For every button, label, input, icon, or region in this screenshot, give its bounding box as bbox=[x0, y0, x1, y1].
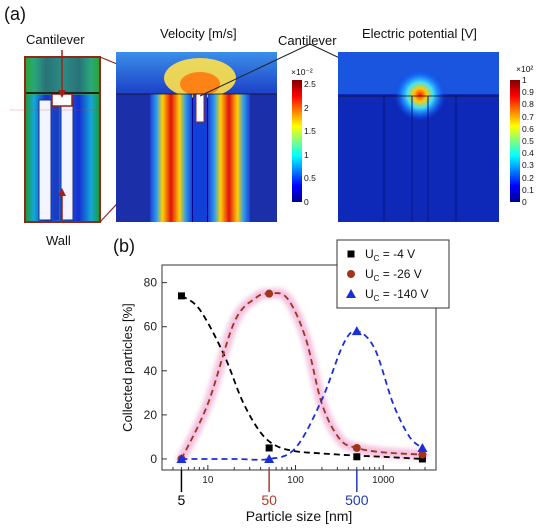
y-tick-label: 20 bbox=[144, 408, 158, 422]
x-tick-label: 100 bbox=[287, 475, 304, 486]
velocity-colorbar-tick: 2.5 bbox=[304, 79, 316, 89]
highlight-size-label: 5 bbox=[178, 492, 186, 508]
x-tick-label: 10 bbox=[202, 475, 214, 486]
velocity-map bbox=[116, 52, 277, 222]
data-point bbox=[418, 450, 427, 459]
velocity-colorbar bbox=[292, 80, 302, 202]
velocity-colorbar-tick: 0.5 bbox=[304, 173, 316, 184]
legend-marker bbox=[346, 289, 356, 298]
data-point bbox=[417, 442, 428, 452]
velocity-colorbar-tick: 1.5 bbox=[304, 126, 316, 137]
potential-colorbar-tick: 0.3 bbox=[522, 160, 534, 171]
cantilever-mid-label: Cantilever bbox=[278, 33, 337, 48]
potential-map bbox=[338, 52, 499, 222]
x-axis-label: Particle size [nm] bbox=[246, 508, 353, 524]
plot-frame bbox=[161, 264, 437, 471]
velocity-colorbar-tick: 1 bbox=[304, 149, 309, 160]
legend-box bbox=[336, 239, 450, 309]
potential-colorbar-tick: 0.2 bbox=[522, 172, 534, 183]
data-point bbox=[265, 444, 273, 452]
velocity-colorbar-tick: 2 bbox=[304, 102, 309, 113]
potential-colorbar-tick: 0.5 bbox=[522, 136, 534, 146]
y-axis-label: Collected particles [%] bbox=[120, 303, 135, 432]
potential-colorbar-tick: 0 bbox=[522, 197, 527, 207]
velocity-title: Velocity [m/s] bbox=[160, 26, 237, 41]
data-point bbox=[265, 289, 274, 298]
x-tick-label: 1000 bbox=[372, 475, 395, 486]
data-point bbox=[418, 455, 426, 463]
y-tick-label: 0 bbox=[150, 452, 157, 466]
wall-label: Wall bbox=[46, 233, 71, 248]
highlight-size-label: 500 bbox=[345, 492, 369, 508]
highlight-size-label: 50 bbox=[261, 492, 277, 508]
data-point bbox=[351, 326, 362, 336]
data-point bbox=[177, 292, 185, 300]
potential-title: Electric potential [V] bbox=[362, 26, 477, 41]
series-line bbox=[180, 295, 423, 460]
data-point bbox=[176, 453, 187, 463]
legend-entry: UC = -140 V bbox=[365, 287, 428, 303]
panel-a-label: (a) bbox=[4, 4, 26, 24]
zoom-inset bbox=[24, 50, 101, 223]
legend-marker bbox=[347, 250, 355, 258]
potential-colorbar-tick: 0.9 bbox=[522, 87, 534, 98]
series-line bbox=[181, 330, 424, 461]
potential-colorbar-tick: 0.1 bbox=[522, 184, 534, 195]
data-point bbox=[352, 443, 361, 452]
data-point bbox=[353, 453, 361, 461]
legend-entry: UC = -4 V bbox=[365, 247, 415, 263]
panel-b-label: (b) bbox=[113, 236, 135, 256]
potential-colorbar-tick: 0.6 bbox=[522, 123, 534, 134]
potential-colorbar-tick: 1 bbox=[522, 75, 527, 85]
y-tick-label: 60 bbox=[144, 320, 158, 334]
cantilever-left-label: Cantilever bbox=[26, 32, 85, 47]
velocity-colorbar-exponent: ×10⁻² bbox=[291, 67, 313, 77]
data-point bbox=[264, 453, 275, 463]
legend-marker bbox=[347, 270, 355, 278]
legend-entry: UC = -26 V bbox=[365, 267, 422, 283]
potential-colorbar-tick: 0.7 bbox=[522, 111, 534, 122]
potential-colorbar-exponent: ×10² bbox=[516, 64, 534, 74]
simulation-figures bbox=[10, 43, 520, 223]
velocity-colorbar-tick: 0 bbox=[304, 197, 309, 207]
potential-colorbar-tick: 0.4 bbox=[522, 148, 534, 159]
potential-colorbar bbox=[510, 80, 520, 202]
y-tick-label: 40 bbox=[144, 364, 158, 378]
y-tick-label: 80 bbox=[144, 276, 158, 290]
potential-colorbar-tick: 0.8 bbox=[522, 99, 534, 110]
